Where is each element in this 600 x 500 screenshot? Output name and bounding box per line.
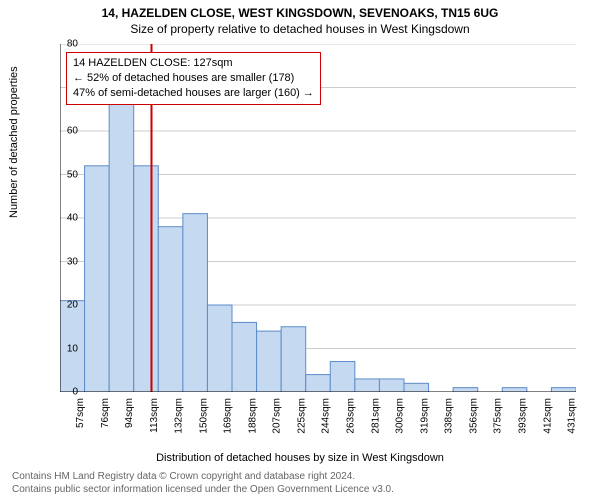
x-tick: 94sqm: [124, 398, 135, 428]
y-axis-label: Number of detached properties: [8, 66, 20, 218]
x-tick: 188sqm: [247, 398, 258, 434]
y-tick: 10: [67, 343, 78, 354]
x-tick: 431sqm: [567, 398, 578, 434]
footer-line-2: Contains public sector information licen…: [12, 483, 394, 496]
footer-line-1: Contains HM Land Registry data © Crown c…: [12, 470, 394, 483]
x-tick: 375sqm: [493, 398, 504, 434]
y-tick: 80: [67, 39, 78, 50]
x-tick: 225sqm: [296, 398, 307, 434]
x-tick: 281sqm: [370, 398, 381, 434]
x-tick: 412sqm: [542, 398, 553, 434]
x-tick: 113sqm: [149, 398, 160, 433]
x-tick: 76sqm: [100, 398, 111, 428]
x-tick: 57sqm: [75, 398, 86, 428]
x-tick: 319sqm: [419, 398, 430, 434]
chart-title-sub: Size of property relative to detached ho…: [0, 20, 600, 36]
x-axis-label: Distribution of detached houses by size …: [0, 452, 600, 464]
x-tick: 393sqm: [518, 398, 529, 434]
x-tick: 338sqm: [444, 398, 455, 434]
x-tick: 300sqm: [395, 398, 406, 434]
x-tick: 169sqm: [223, 398, 234, 434]
info-line-2: ← 52% of detached houses are smaller (17…: [73, 71, 314, 86]
y-tick: 40: [67, 213, 78, 224]
info-line-1: 14 HAZELDEN CLOSE: 127sqm: [73, 56, 314, 71]
info-box: 14 HAZELDEN CLOSE: 127sqm ← 52% of detac…: [66, 52, 321, 105]
chart-title-main: 14, HAZELDEN CLOSE, WEST KINGSDOWN, SEVE…: [0, 0, 600, 20]
y-tick: 20: [67, 300, 78, 311]
x-tick: 263sqm: [346, 398, 357, 434]
x-tick: 356sqm: [468, 398, 479, 434]
x-tick: 150sqm: [198, 398, 209, 434]
info-line-3: 47% of semi-detached houses are larger (…: [73, 86, 314, 101]
y-tick: 50: [67, 169, 78, 180]
footer-attribution: Contains HM Land Registry data © Crown c…: [12, 470, 394, 496]
y-tick: 0: [72, 387, 78, 398]
y-tick: 60: [67, 126, 78, 137]
y-tick: 30: [67, 256, 78, 267]
x-tick: 132sqm: [174, 398, 185, 434]
x-tick: 207sqm: [272, 398, 283, 434]
x-tick: 244sqm: [321, 398, 332, 434]
